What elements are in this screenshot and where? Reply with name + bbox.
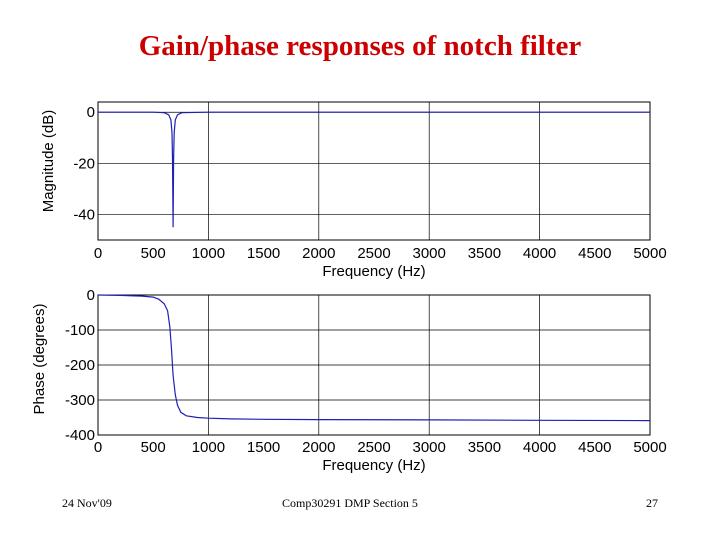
phase-x-tick-label: 2500 bbox=[357, 439, 390, 456]
magnitude-series-line bbox=[98, 111, 650, 228]
phase-x-tick-label: 3000 bbox=[413, 439, 446, 456]
slide-title: Gain/phase responses of notch filter bbox=[138, 30, 582, 62]
phase-x-tick-label: 4000 bbox=[523, 439, 556, 456]
footer-date: 24 Nov'09 bbox=[62, 496, 112, 510]
phase-y-tick-label: -300 bbox=[65, 392, 95, 409]
magnitude-y-tick-label: -20 bbox=[73, 155, 95, 172]
magnitude-x-tick-label: 0 bbox=[94, 245, 102, 262]
phase-y-tick-label: -200 bbox=[65, 357, 95, 374]
magnitude-x-tick-label: 4000 bbox=[523, 245, 556, 262]
phase-x-tick-label: 2000 bbox=[302, 439, 335, 456]
phase-y-tick-label: 0 bbox=[87, 287, 95, 304]
magnitude-y-tick-label: -40 bbox=[73, 206, 95, 223]
magnitude-plot-area bbox=[97, 101, 651, 241]
phase-x-tick-label: 5000 bbox=[633, 439, 666, 456]
phase-x-axis-label: Frequency (Hz) bbox=[322, 457, 425, 474]
phase-tick-labels: 0 500 1000 1500 2000 2500 3000 3500 4000 4500 5000… bbox=[65, 287, 667, 456]
magnitude-y-tick-label: 0 bbox=[87, 104, 95, 121]
magnitude-x-tick-label: 500 bbox=[141, 245, 166, 262]
magnitude-x-tick-label: 2000 bbox=[302, 245, 335, 262]
phase-y-tick-label: -400 bbox=[65, 427, 95, 444]
phase-y-tick-label: -100 bbox=[65, 322, 95, 339]
magnitude-x-tick-label: 2500 bbox=[357, 245, 390, 262]
footer-course: Comp30291 DMP Section 5 bbox=[282, 496, 418, 510]
phase-x-tick-label: 4500 bbox=[578, 439, 611, 456]
phase-x-tick-label: 3500 bbox=[468, 439, 501, 456]
magnitude-tick-labels: 0 500 1000 1500 2000 2500 3000 3500 4000 4500 5000… bbox=[73, 104, 666, 262]
phase-y-axis-label: Phase (degrees) bbox=[31, 304, 48, 415]
magnitude-x-tick-label: 1000 bbox=[192, 245, 225, 262]
phase-chart: 0 500 1000 1500 2000 2500 3000 3500 4000 4500 5000… bbox=[31, 287, 667, 474]
phase-x-tick-label: 0 bbox=[94, 439, 102, 456]
phase-series-line bbox=[97, 294, 651, 422]
phase-grid bbox=[98, 295, 650, 435]
magnitude-x-tick-label: 5000 bbox=[633, 245, 666, 262]
phase-x-tick-label: 1000 bbox=[192, 439, 225, 456]
magnitude-y-axis-label: Magnitude (dB) bbox=[40, 110, 57, 213]
footer-page-number: 27 bbox=[646, 496, 658, 510]
magnitude-x-tick-label: 3500 bbox=[468, 245, 501, 262]
phase-x-tick-label: 1500 bbox=[247, 439, 280, 456]
magnitude-x-tick-label: 4500 bbox=[578, 245, 611, 262]
magnitude-x-tick-label: 3000 bbox=[413, 245, 446, 262]
magnitude-x-tick-label: 1500 bbox=[247, 245, 280, 262]
phase-x-tick-label: 500 bbox=[141, 439, 166, 456]
magnitude-chart: 0 500 1000 1500 2000 2500 3000 3500 4000 4500 5000… bbox=[40, 101, 667, 280]
magnitude-x-axis-label: Frequency (Hz) bbox=[322, 263, 425, 280]
